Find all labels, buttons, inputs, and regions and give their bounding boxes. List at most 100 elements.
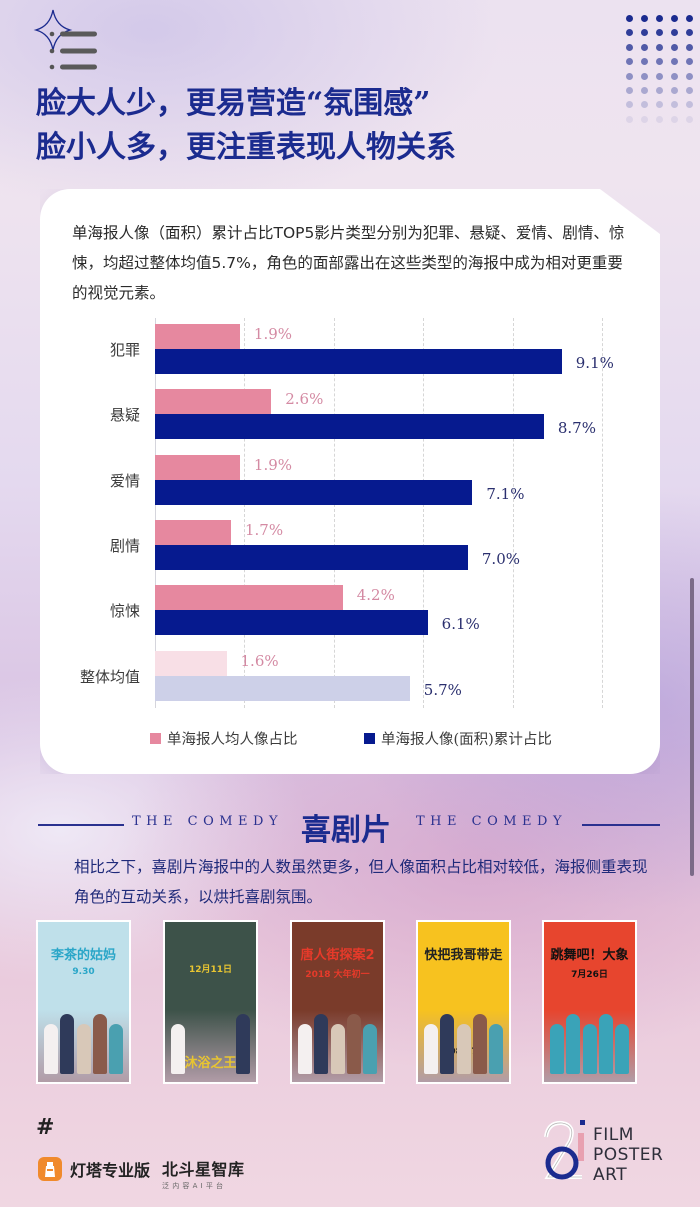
bar-per-person — [155, 324, 240, 349]
person-figure — [236, 1014, 250, 1074]
legend-item-per-person: 单海报人均人像占比 — [150, 728, 298, 749]
bar-value-label: 1.7% — [244, 520, 284, 539]
chart-y-axis — [155, 318, 156, 708]
dot — [656, 101, 663, 109]
movie-poster[interactable]: 快把我哥带走08/17 — [416, 920, 511, 1084]
legend-swatch-pink — [150, 733, 161, 744]
brand-dengta-name: 灯塔专业版 — [70, 1161, 151, 1180]
bar-per-person — [155, 389, 272, 415]
bar-cumulative — [155, 544, 468, 570]
grid-line — [423, 318, 425, 708]
dot — [656, 115, 663, 123]
dot — [686, 43, 693, 51]
lighthouse-icon — [38, 1157, 62, 1181]
dot — [671, 58, 678, 66]
person-figure — [314, 1014, 329, 1074]
bar-value-label: 1.6% — [240, 651, 279, 670]
dot — [671, 72, 678, 80]
header-decoration — [30, 8, 105, 78]
dot — [671, 43, 678, 51]
person-figure — [472, 1014, 487, 1074]
card-description: 单海报人像（面积）累计占比TOP5影片类型分别为犯罪、悬疑、爱情、剧情、惊悚，均… — [72, 224, 625, 302]
dot — [686, 87, 693, 94]
dot — [626, 87, 633, 94]
dot — [641, 87, 648, 94]
section-en-label-right: THE COMEDY — [416, 814, 568, 829]
person-figure — [298, 1024, 312, 1074]
dot — [686, 58, 693, 66]
brand-beidou-name: 北斗星智库 — [162, 1160, 245, 1179]
grid-line — [244, 318, 246, 708]
dot-grid-decoration — [626, 15, 700, 135]
dot — [656, 29, 663, 37]
poster-figures — [298, 1014, 377, 1074]
poster-figures — [550, 1014, 629, 1074]
logo-line-art: ART — [593, 1165, 628, 1185]
bar-cumulative — [155, 414, 544, 440]
person-figure — [363, 1024, 377, 1074]
category-label: 犯罪 — [109, 341, 140, 359]
dot — [626, 72, 633, 80]
chart-legend: 单海报人均人像占比 单海报人像(面积)累计占比 — [150, 728, 650, 754]
dot — [641, 58, 648, 66]
comedy-description: 相比之下，喜剧片海报中的人数虽然更多，但人像面积占比相对较低，海报侧重表现角色的… — [74, 858, 648, 906]
person-figure — [424, 1024, 438, 1074]
person-figure — [330, 1024, 345, 1074]
poster-date: 12月11日 — [188, 965, 233, 975]
dot — [656, 15, 663, 22]
bar-value-label: 8.7% — [557, 419, 596, 438]
person-figure — [615, 1024, 629, 1074]
poster-title: 沐浴之王 — [184, 1056, 237, 1071]
legend-item-cumulative: 单海报人像(面积)累计占比 — [364, 728, 552, 749]
dot — [626, 43, 633, 51]
person-figure — [346, 1014, 361, 1074]
page-headline: 脸大人少，更易营造“氛围感” 脸小人多，更注重表现人物关系 — [36, 82, 456, 170]
film-poster-art-text: FILM POSTER ART — [593, 1125, 663, 1185]
dot — [626, 58, 633, 66]
poster-figures — [171, 1014, 250, 1074]
poster-title: 李茶的姑妈 — [50, 948, 116, 963]
movie-poster[interactable]: 李茶的姑妈 9.30 — [36, 920, 131, 1084]
poster-figures — [44, 1014, 123, 1074]
bar-value-label: 7.1% — [486, 484, 525, 503]
bar-per-person — [155, 585, 343, 611]
movie-poster[interactable]: 沐浴之王 12月11日 — [163, 920, 258, 1084]
legend-label: 单海报人均人像占比 — [167, 732, 298, 748]
dot — [686, 72, 693, 80]
person-figure — [92, 1014, 107, 1074]
person-figure — [566, 1014, 581, 1074]
section-divider-left — [38, 824, 124, 826]
bar-per-person — [155, 454, 240, 480]
bar-cumulative — [155, 610, 428, 636]
bar-value-label: 5.7% — [423, 680, 462, 699]
bar-value-label: 6.1% — [441, 615, 480, 634]
section-divider-right — [582, 824, 660, 826]
poster-title: 唐人街探案2 — [300, 948, 375, 963]
dot — [656, 87, 663, 94]
movie-poster[interactable]: 唐人街探案2 2018 大年初一 — [290, 920, 385, 1084]
dot — [641, 101, 648, 109]
hashtag-symbol: # — [36, 1115, 55, 1140]
bar-per-person — [155, 650, 227, 676]
scrollbar[interactable] — [690, 578, 694, 876]
poster-title: 跳舞吧！大象 — [550, 948, 629, 963]
movie-poster[interactable]: 跳舞吧！大象 7月26日 — [542, 920, 637, 1084]
brand-beidou: 北斗星智库 泛内容AI平台 — [162, 1156, 245, 1191]
dot — [686, 115, 693, 123]
grid-line — [333, 318, 335, 708]
category-label: 整体均值 — [79, 667, 140, 686]
person-figure — [489, 1024, 503, 1074]
person-figure — [456, 1024, 471, 1074]
person-figure — [440, 1014, 455, 1074]
grid-line — [512, 318, 514, 708]
section-en-label-left: THE COMEDY — [132, 814, 284, 829]
logo-line-film: FILM — [593, 1125, 634, 1145]
list-icon — [49, 31, 97, 70]
dot — [626, 29, 633, 37]
person-figure — [582, 1024, 597, 1074]
grid-line — [602, 318, 603, 708]
dot — [656, 72, 663, 80]
poster-date: 7月26日 — [571, 970, 608, 980]
person-figure — [550, 1024, 564, 1074]
dot — [656, 58, 663, 66]
